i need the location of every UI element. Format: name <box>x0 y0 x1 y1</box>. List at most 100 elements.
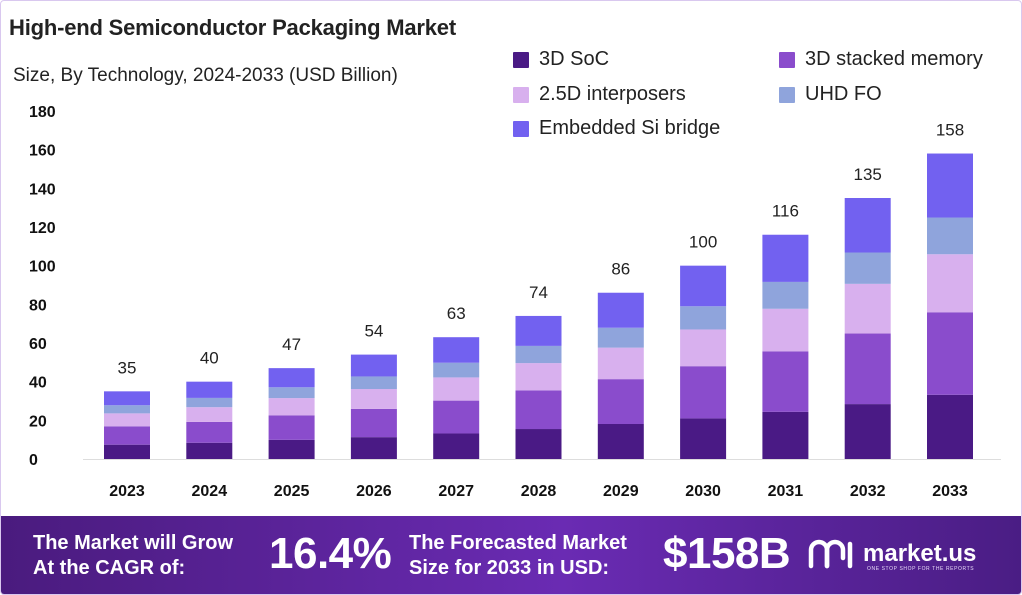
y-tick-label: 0 <box>29 452 38 469</box>
legend-swatch-3d-soc <box>513 51 529 68</box>
bar-segment-3d-stacked-memory <box>762 351 809 412</box>
bar-segment-3d-soc <box>762 411 809 459</box>
bar-segment-uhd-fo <box>515 345 562 364</box>
bar-segment-3d-soc <box>268 439 315 459</box>
x-tick-label: 2031 <box>768 483 804 500</box>
bar-segment-3d-soc <box>350 437 397 459</box>
legend-label: Embedded Si bridge <box>539 117 721 139</box>
bar-total-label: 100 <box>689 233 717 252</box>
bar-segment-uhd-fo <box>186 397 233 408</box>
bar-segment-3d-soc <box>515 429 562 459</box>
x-tick-label: 2025 <box>274 483 310 500</box>
cagr-label-line2: At the CAGR of: <box>33 557 186 579</box>
legend-swatch-2-5d-interposers <box>513 86 529 103</box>
brand-tagline: ONE STOP SHOP FOR THE REPORTS <box>867 566 975 572</box>
bar-total-label: 135 <box>854 165 882 184</box>
legend-item-embedded-si-bridge: Embedded Si bridge <box>513 117 720 140</box>
legend-item-3d-soc: 3D SoC <box>513 48 609 71</box>
chart-subtitle: Size, By Technology, 2024-2033 (USD Bill… <box>13 65 398 86</box>
bar-segment-3d-stacked-memory <box>515 390 562 430</box>
bar-segment-3d-stacked-memory <box>268 415 315 440</box>
bar-segment-3d-soc <box>104 444 150 459</box>
bar-segment-uhd-fo <box>433 362 480 378</box>
x-tick-label: 2032 <box>850 483 886 500</box>
bar-segment-2-5d-interposers <box>680 329 727 367</box>
bar-segment-embedded-si-bridge <box>680 265 727 307</box>
stacked-bar-chart: 0 20 40 60 80 100 120 140 160 180 35 2023 40 2024 47 20… <box>29 104 1001 500</box>
bar-segment-3d-soc <box>680 418 727 459</box>
x-tick-label: 2023 <box>109 483 145 500</box>
bar-total-label: 63 <box>447 304 466 323</box>
bar-segment-3d-soc <box>433 433 480 459</box>
x-tick-label: 2033 <box>932 483 968 500</box>
bar-segment-embedded-si-bridge <box>762 234 809 282</box>
bar-segment-3d-stacked-memory <box>844 333 891 405</box>
bar-segment-uhd-fo <box>350 376 397 390</box>
x-tick-label: 2027 <box>438 483 474 500</box>
bar-segment-embedded-si-bridge <box>350 354 397 377</box>
bar-segment-3d-stacked-memory <box>350 408 397 438</box>
bar-segment-2-5d-interposers <box>927 254 973 313</box>
bar-segment-uhd-fo <box>844 252 891 284</box>
brand-name: market.us <box>863 540 977 567</box>
bar-segment-3d-stacked-memory <box>433 400 480 434</box>
y-tick-label: 40 <box>29 375 47 392</box>
bar-segment-embedded-si-bridge <box>927 153 973 218</box>
chart-title: High-end Semiconductor Packaging Market <box>9 15 456 40</box>
bar-segment-2-5d-interposers <box>515 363 562 391</box>
bar-segment-2-5d-interposers <box>104 413 150 427</box>
bar-segment-3d-stacked-memory <box>680 366 727 419</box>
cagr-label-line1: The Market will Grow <box>33 532 234 554</box>
bar-segment-uhd-fo <box>104 405 150 414</box>
y-tick-label: 60 <box>29 336 47 353</box>
bar-segment-3d-soc <box>186 442 233 459</box>
bar-total-label: 47 <box>282 335 301 354</box>
bar-segment-embedded-si-bridge <box>597 292 644 328</box>
bar-segment-2-5d-interposers <box>350 389 397 409</box>
bar-segment-2-5d-interposers <box>268 398 315 416</box>
legend-item-3d-stacked-memory: 3D stacked memory <box>779 48 983 71</box>
legend-item-uhd-fo: UHD FO <box>779 83 882 106</box>
forecast-label-line1: The Forecasted Market <box>409 532 627 554</box>
legend-label: 2.5D interposers <box>539 83 686 105</box>
bar-segment-2-5d-interposers <box>186 407 233 422</box>
bar-segment-embedded-si-bridge <box>186 381 233 398</box>
brand-logo: market.us <box>807 538 976 570</box>
bar-segment-3d-soc <box>597 424 644 459</box>
forecast-label: The Forecasted Market Size for 2033 in U… <box>409 531 627 581</box>
bar-segment-uhd-fo <box>762 281 809 309</box>
legend-swatch-3d-stacked-memory <box>779 51 795 68</box>
bar-segment-3d-stacked-memory <box>104 426 150 445</box>
bar-segment-2-5d-interposers <box>597 347 644 380</box>
bar-total-label: 86 <box>611 260 630 279</box>
bar-segment-embedded-si-bridge <box>433 337 480 363</box>
bar-segment-3d-soc <box>927 394 973 459</box>
x-tick-label: 2028 <box>521 483 557 500</box>
cagr-value: 16.4% <box>269 529 392 578</box>
x-tick-label: 2026 <box>356 483 392 500</box>
forecast-label-line2: Size for 2033 in USD: <box>409 557 610 579</box>
bar-total-label: 116 <box>772 202 799 221</box>
legend-swatch-embedded-si-bridge <box>513 120 529 137</box>
bar-segment-uhd-fo <box>927 217 973 255</box>
y-tick-label: 100 <box>29 259 56 276</box>
bar-segment-2-5d-interposers <box>433 377 480 401</box>
x-tick-label: 2024 <box>192 483 228 500</box>
bar-segment-3d-stacked-memory <box>186 421 233 443</box>
bar-segment-uhd-fo <box>268 387 315 399</box>
cagr-label: The Market will Grow At the CAGR of: <box>33 531 233 581</box>
forecast-value: $158B <box>663 529 791 578</box>
bar-total-label: 40 <box>200 349 219 368</box>
y-tick-label: 160 <box>29 143 56 160</box>
bar-total-label: 74 <box>529 283 548 302</box>
bar-segment-uhd-fo <box>597 327 644 348</box>
footer-banner: The Market will Grow At the CAGR of: 16.… <box>1 516 1021 594</box>
legend-label: 3D SoC <box>539 48 610 70</box>
bar-segment-uhd-fo <box>680 306 727 330</box>
legend-label: UHD FO <box>805 83 882 105</box>
y-tick-label: 140 <box>29 181 56 198</box>
bar-segment-embedded-si-bridge <box>104 391 150 406</box>
legend-swatch-uhd-fo <box>779 86 795 103</box>
bar-segment-3d-stacked-memory <box>597 379 644 425</box>
bar-total-label: 54 <box>364 322 383 341</box>
